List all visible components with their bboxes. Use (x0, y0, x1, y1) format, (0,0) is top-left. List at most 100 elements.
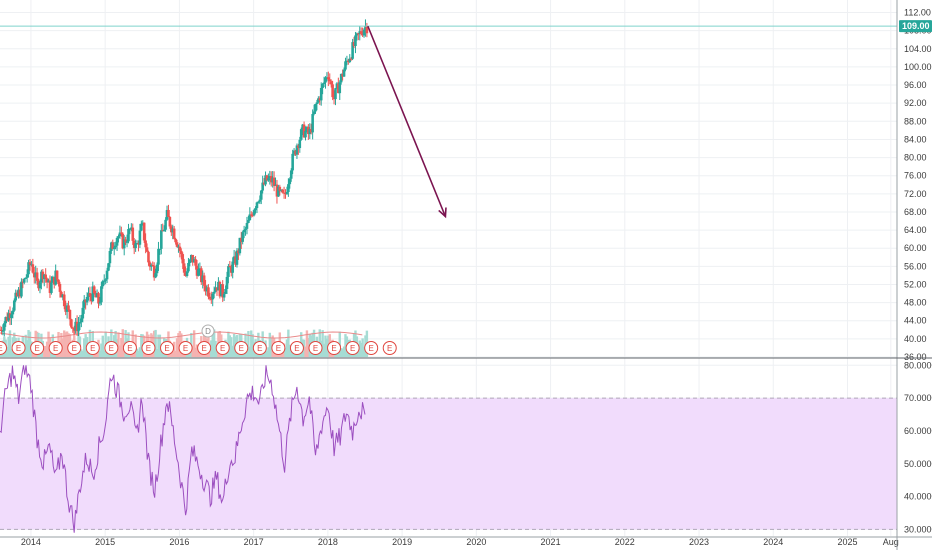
earnings-marker-label: E (331, 344, 336, 353)
earnings-marker[interactable]: E (271, 341, 286, 355)
volume-bar (212, 329, 216, 357)
earnings-marker-label: E (276, 344, 281, 353)
candle-body (279, 189, 283, 191)
volume-bar (210, 340, 213, 357)
candle-body (60, 291, 63, 298)
volume-bar (344, 334, 347, 357)
candle-body (194, 259, 197, 266)
candle-body (17, 289, 20, 297)
earnings-marker[interactable]: E (197, 341, 212, 355)
candle-body (324, 77, 327, 83)
volume-bar (268, 332, 272, 357)
earnings-marker[interactable]: E (364, 341, 379, 355)
price-tick-label: 100.00 (904, 62, 932, 72)
earnings-marker-circle (0, 341, 7, 355)
trend-arrow[interactable] (367, 25, 447, 219)
volume-bar (65, 331, 69, 357)
candle-body (122, 239, 126, 249)
candle-body (267, 178, 270, 181)
volume-bar (339, 348, 343, 357)
candle-body (138, 230, 142, 245)
candle-body (207, 287, 210, 297)
earnings-marker[interactable]: E (67, 341, 82, 355)
time-tick-label: 2022 (615, 537, 635, 547)
candle-body (18, 289, 22, 297)
volume-bar (341, 348, 344, 357)
event-markers[interactable]: EEEEEEEEEEEEEEEEEEEEEED (0, 324, 397, 355)
candle-body (257, 201, 260, 203)
earnings-marker-label: E (16, 344, 21, 353)
candle-body (155, 264, 159, 274)
earnings-marker-label: E (72, 344, 77, 353)
candle-body (180, 250, 183, 255)
candle-body (241, 232, 244, 242)
volume-bar (322, 343, 326, 357)
earnings-marker[interactable]: E (160, 341, 175, 355)
earnings-marker[interactable]: E (382, 341, 397, 355)
volume-bar (63, 330, 66, 357)
dividend-marker-label: D (205, 327, 211, 336)
candle-body (354, 35, 357, 47)
earnings-marker-circle (30, 341, 45, 355)
earnings-marker-circle (141, 341, 156, 355)
volume-bar (23, 348, 26, 357)
price-tick-label: 68.00 (904, 207, 927, 217)
candle-body (352, 42, 356, 47)
candle-body (362, 29, 366, 36)
candle-body (188, 259, 192, 263)
volume-bar (44, 346, 47, 357)
earnings-marker[interactable]: E (308, 341, 323, 355)
time-tick-label: 2023 (689, 537, 709, 547)
drawing-tools[interactable] (0, 25, 897, 219)
candle-body (231, 261, 234, 273)
volume-bar (305, 330, 309, 357)
earnings-marker[interactable]: E (215, 341, 230, 355)
volume-bar (25, 340, 29, 357)
earnings-marker-circle (327, 341, 342, 355)
candle-body (339, 74, 343, 83)
candle-body (197, 269, 200, 276)
candle-body (214, 287, 217, 292)
earnings-marker[interactable]: E (48, 341, 63, 355)
volume-bar (121, 329, 124, 357)
earnings-marker[interactable]: E (327, 341, 342, 355)
earnings-marker[interactable]: E (252, 341, 267, 355)
candle-body (100, 286, 103, 303)
earnings-marker[interactable]: E (234, 341, 249, 355)
candle-body (287, 184, 290, 193)
candle-body (235, 250, 239, 265)
dividend-marker[interactable]: D (201, 324, 215, 338)
earnings-marker[interactable]: E (30, 341, 45, 355)
volume-bar (362, 346, 366, 357)
volume-bar (251, 334, 254, 357)
earnings-marker[interactable]: E (345, 341, 360, 355)
candle-body (295, 145, 299, 155)
time-tick-label: 2016 (169, 537, 189, 547)
earnings-marker[interactable]: E (122, 341, 137, 355)
time-tick-label: Aug (883, 537, 899, 547)
volume-bar (270, 337, 273, 357)
volume-ma-line (0, 331, 363, 339)
earnings-marker-label: E (127, 344, 132, 353)
candle-body (262, 182, 266, 185)
candle-body (90, 296, 93, 302)
earnings-marker[interactable]: E (0, 341, 7, 355)
earnings-marker[interactable]: E (178, 341, 193, 355)
rsi-tick-label: 30.0000 (904, 524, 932, 534)
candle-body (2, 323, 6, 331)
earnings-marker[interactable]: E (85, 341, 100, 355)
rsi-line-layer (0, 365, 366, 533)
candle-body (134, 243, 137, 249)
earnings-marker[interactable]: E (141, 341, 156, 355)
candle-body (147, 251, 150, 263)
earnings-marker[interactable]: E (11, 341, 26, 355)
candle-body (20, 281, 23, 297)
candle-body (15, 292, 19, 297)
candle-body (0, 329, 3, 331)
earnings-marker[interactable]: E (289, 341, 304, 355)
earnings-marker[interactable]: E (104, 341, 119, 355)
volume-bar (175, 338, 179, 357)
price-tick-label: 40.00 (904, 334, 927, 344)
candle-body (365, 25, 369, 34)
